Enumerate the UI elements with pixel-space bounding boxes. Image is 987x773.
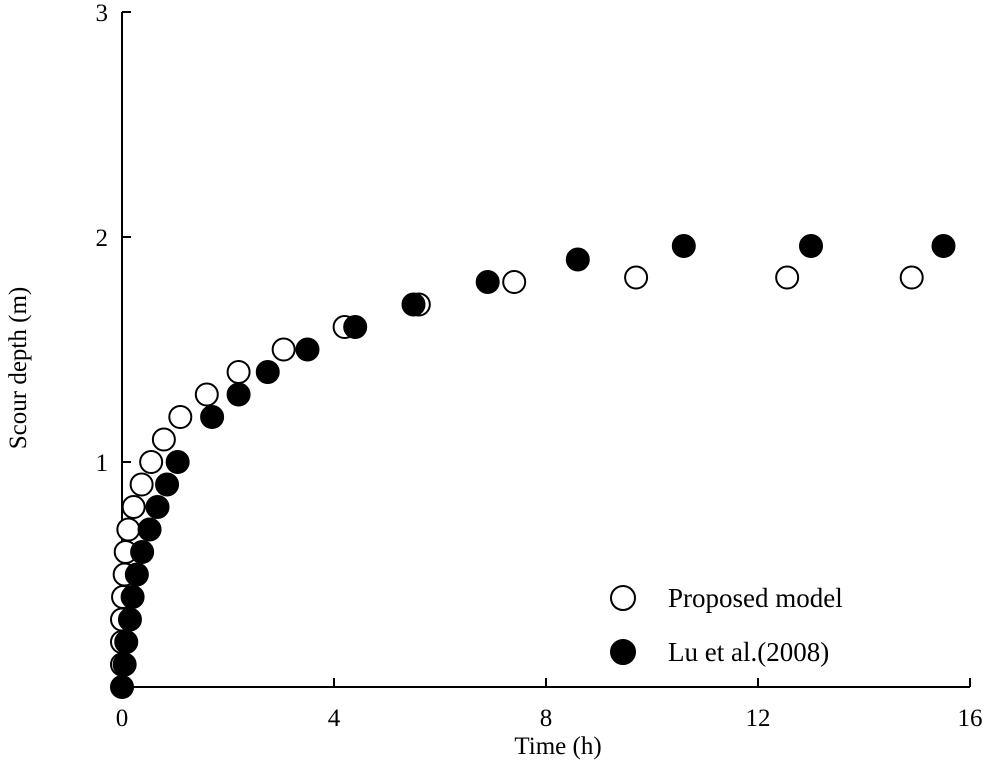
data-point-proposed-model	[139, 450, 164, 474]
data-point-lu-et-al-2008	[295, 337, 320, 362]
data-point-lu-et-al-2008	[112, 652, 137, 677]
data-point-lu-et-al-2008	[931, 234, 956, 258]
data-point-lu-et-al-2008	[120, 585, 145, 609]
x-tick-label: 8	[540, 705, 553, 732]
series-proposed-model	[110, 265, 924, 677]
data-point-proposed-model	[775, 265, 800, 290]
legend-marker-proposed-model	[610, 585, 636, 611]
data-point-lu-et-al-2008	[137, 517, 162, 542]
data-point-lu-et-al-2008	[565, 247, 590, 272]
y-tick-label: 1	[96, 450, 109, 477]
y-tick-label: 2	[96, 225, 109, 252]
data-point-lu-et-al-2008	[226, 382, 251, 407]
data-point-proposed-model	[226, 360, 251, 384]
data-point-lu-et-al-2008	[155, 472, 180, 497]
x-axis-title: Time (h)	[514, 733, 601, 760]
data-point-proposed-model	[116, 517, 141, 542]
x-tick-label: 12	[746, 705, 771, 732]
data-point-lu-et-al-2008	[110, 675, 134, 699]
x-tick-label: 16	[958, 705, 983, 732]
data-point-lu-et-al-2008	[255, 360, 280, 384]
data-point-lu-et-al-2008	[130, 540, 155, 564]
data-point-proposed-model	[899, 265, 924, 290]
data-point-proposed-model	[129, 472, 154, 497]
data-point-proposed-model	[121, 495, 146, 519]
data-point-lu-et-al-2008	[401, 292, 426, 317]
data-point-lu-et-al-2008	[145, 495, 170, 519]
data-point-proposed-model	[168, 405, 193, 429]
data-point-lu-et-al-2008	[799, 234, 823, 258]
data-point-proposed-model	[271, 337, 296, 362]
data-point-lu-et-al-2008	[124, 562, 149, 587]
data-point-proposed-model	[151, 427, 176, 452]
data-point-lu-et-al-2008	[475, 270, 500, 294]
data-point-lu-et-al-2008	[114, 630, 139, 654]
data-point-lu-et-al-2008	[200, 405, 225, 429]
data-point-lu-et-al-2008	[671, 234, 696, 258]
y-axis-title: Scour depth (m)	[5, 287, 32, 449]
data-point-proposed-model	[502, 270, 527, 294]
x-tick-label: 0	[116, 705, 129, 732]
legend-label-lu-et-al-2008: Lu et al.(2008)	[668, 637, 829, 667]
data-point-proposed-model	[624, 265, 649, 290]
x-ticks: 0 4 8 12 16	[116, 678, 983, 732]
legend-marker-lu-et-al-2008	[610, 639, 636, 665]
data-point-lu-et-al-2008	[343, 315, 368, 339]
legend-label-proposed-model: Proposed model	[668, 583, 843, 613]
data-point-lu-et-al-2008	[165, 450, 190, 474]
data-point-lu-et-al-2008	[117, 607, 142, 632]
legend: Proposed model Lu et al.(2008)	[610, 583, 843, 667]
axes	[121, 12, 970, 688]
y-tick-label: 3	[96, 0, 109, 27]
x-tick-label: 4	[328, 705, 341, 732]
data-point-proposed-model	[194, 382, 219, 407]
series-lu-et-al-2008	[110, 234, 956, 699]
y-ticks: 1 2 3	[96, 0, 131, 477]
